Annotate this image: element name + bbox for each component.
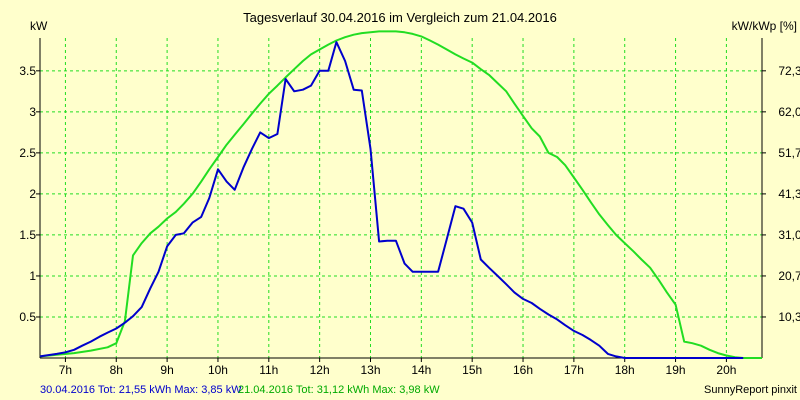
x-tick-label: 18h bbox=[615, 363, 635, 377]
y-tick-label-left: 3 bbox=[29, 105, 36, 119]
y-axis-right-label: kW/kWp [%] bbox=[732, 19, 797, 33]
y-tick-label-right: 41,3 bbox=[778, 187, 800, 201]
y-tick-label-right: 20,7 bbox=[778, 269, 800, 283]
y-tick-label-left: 3.5 bbox=[19, 64, 36, 78]
chart-title: Tagesverlauf 30.04.2016 im Vergleich zum… bbox=[243, 10, 557, 25]
y-tick-label-left: 2.5 bbox=[19, 146, 36, 160]
footer-series2-summary: 21.04.2016 Tot: 31,12 kWh Max: 3,98 kW bbox=[238, 384, 440, 396]
y-tick-label-right: 31,0 bbox=[778, 228, 800, 242]
y-tick-label-left: 2 bbox=[29, 187, 36, 201]
x-tick-label: 9h bbox=[160, 363, 173, 377]
y-tick-label-right: 72,3 bbox=[778, 64, 800, 78]
y-tick-label-left: 1.5 bbox=[19, 228, 36, 242]
x-tick-label: 10h bbox=[208, 363, 228, 377]
series-lines bbox=[39, 30, 762, 359]
y-tick-label-left: 0.5 bbox=[19, 310, 36, 324]
x-tick-label: 13h bbox=[360, 363, 380, 377]
x-tick-label: 17h bbox=[564, 363, 584, 377]
x-tick-label: 12h bbox=[310, 363, 330, 377]
x-tick-label: 11h bbox=[259, 363, 278, 377]
y-tick-label-left: 1 bbox=[29, 269, 36, 283]
x-tick-label: 20h bbox=[716, 363, 736, 377]
x-tick-label: 15h bbox=[462, 363, 482, 377]
series-line-30-04-2016 bbox=[39, 41, 744, 359]
x-tick-label: 7h bbox=[59, 363, 72, 377]
y-tick-label-right: 51,7 bbox=[778, 146, 800, 160]
y-tick-label-right: 62,0 bbox=[778, 105, 800, 119]
footer-credit: SunnyReport pinxit bbox=[704, 384, 797, 396]
x-tick-label: 14h bbox=[411, 363, 431, 377]
y-axis-left-label: kW bbox=[30, 19, 48, 33]
y-tick-label-right: 10,3 bbox=[778, 310, 800, 324]
footer-series1-summary: 30.04.2016 Tot: 21,55 kWh Max: 3,85 kW bbox=[40, 384, 242, 396]
tick-labels: 7h 8h 9h 10h 11h 12h 13h 14h 15h 16h 17h 18h 19h 20h 0… bbox=[19, 64, 800, 377]
x-tick-label: 8h bbox=[110, 363, 123, 377]
series-line-21-04-2016 bbox=[39, 30, 762, 359]
grid-lines bbox=[40, 38, 762, 358]
x-tick-label: 19h bbox=[666, 363, 686, 377]
x-tick-label: 16h bbox=[513, 363, 533, 377]
